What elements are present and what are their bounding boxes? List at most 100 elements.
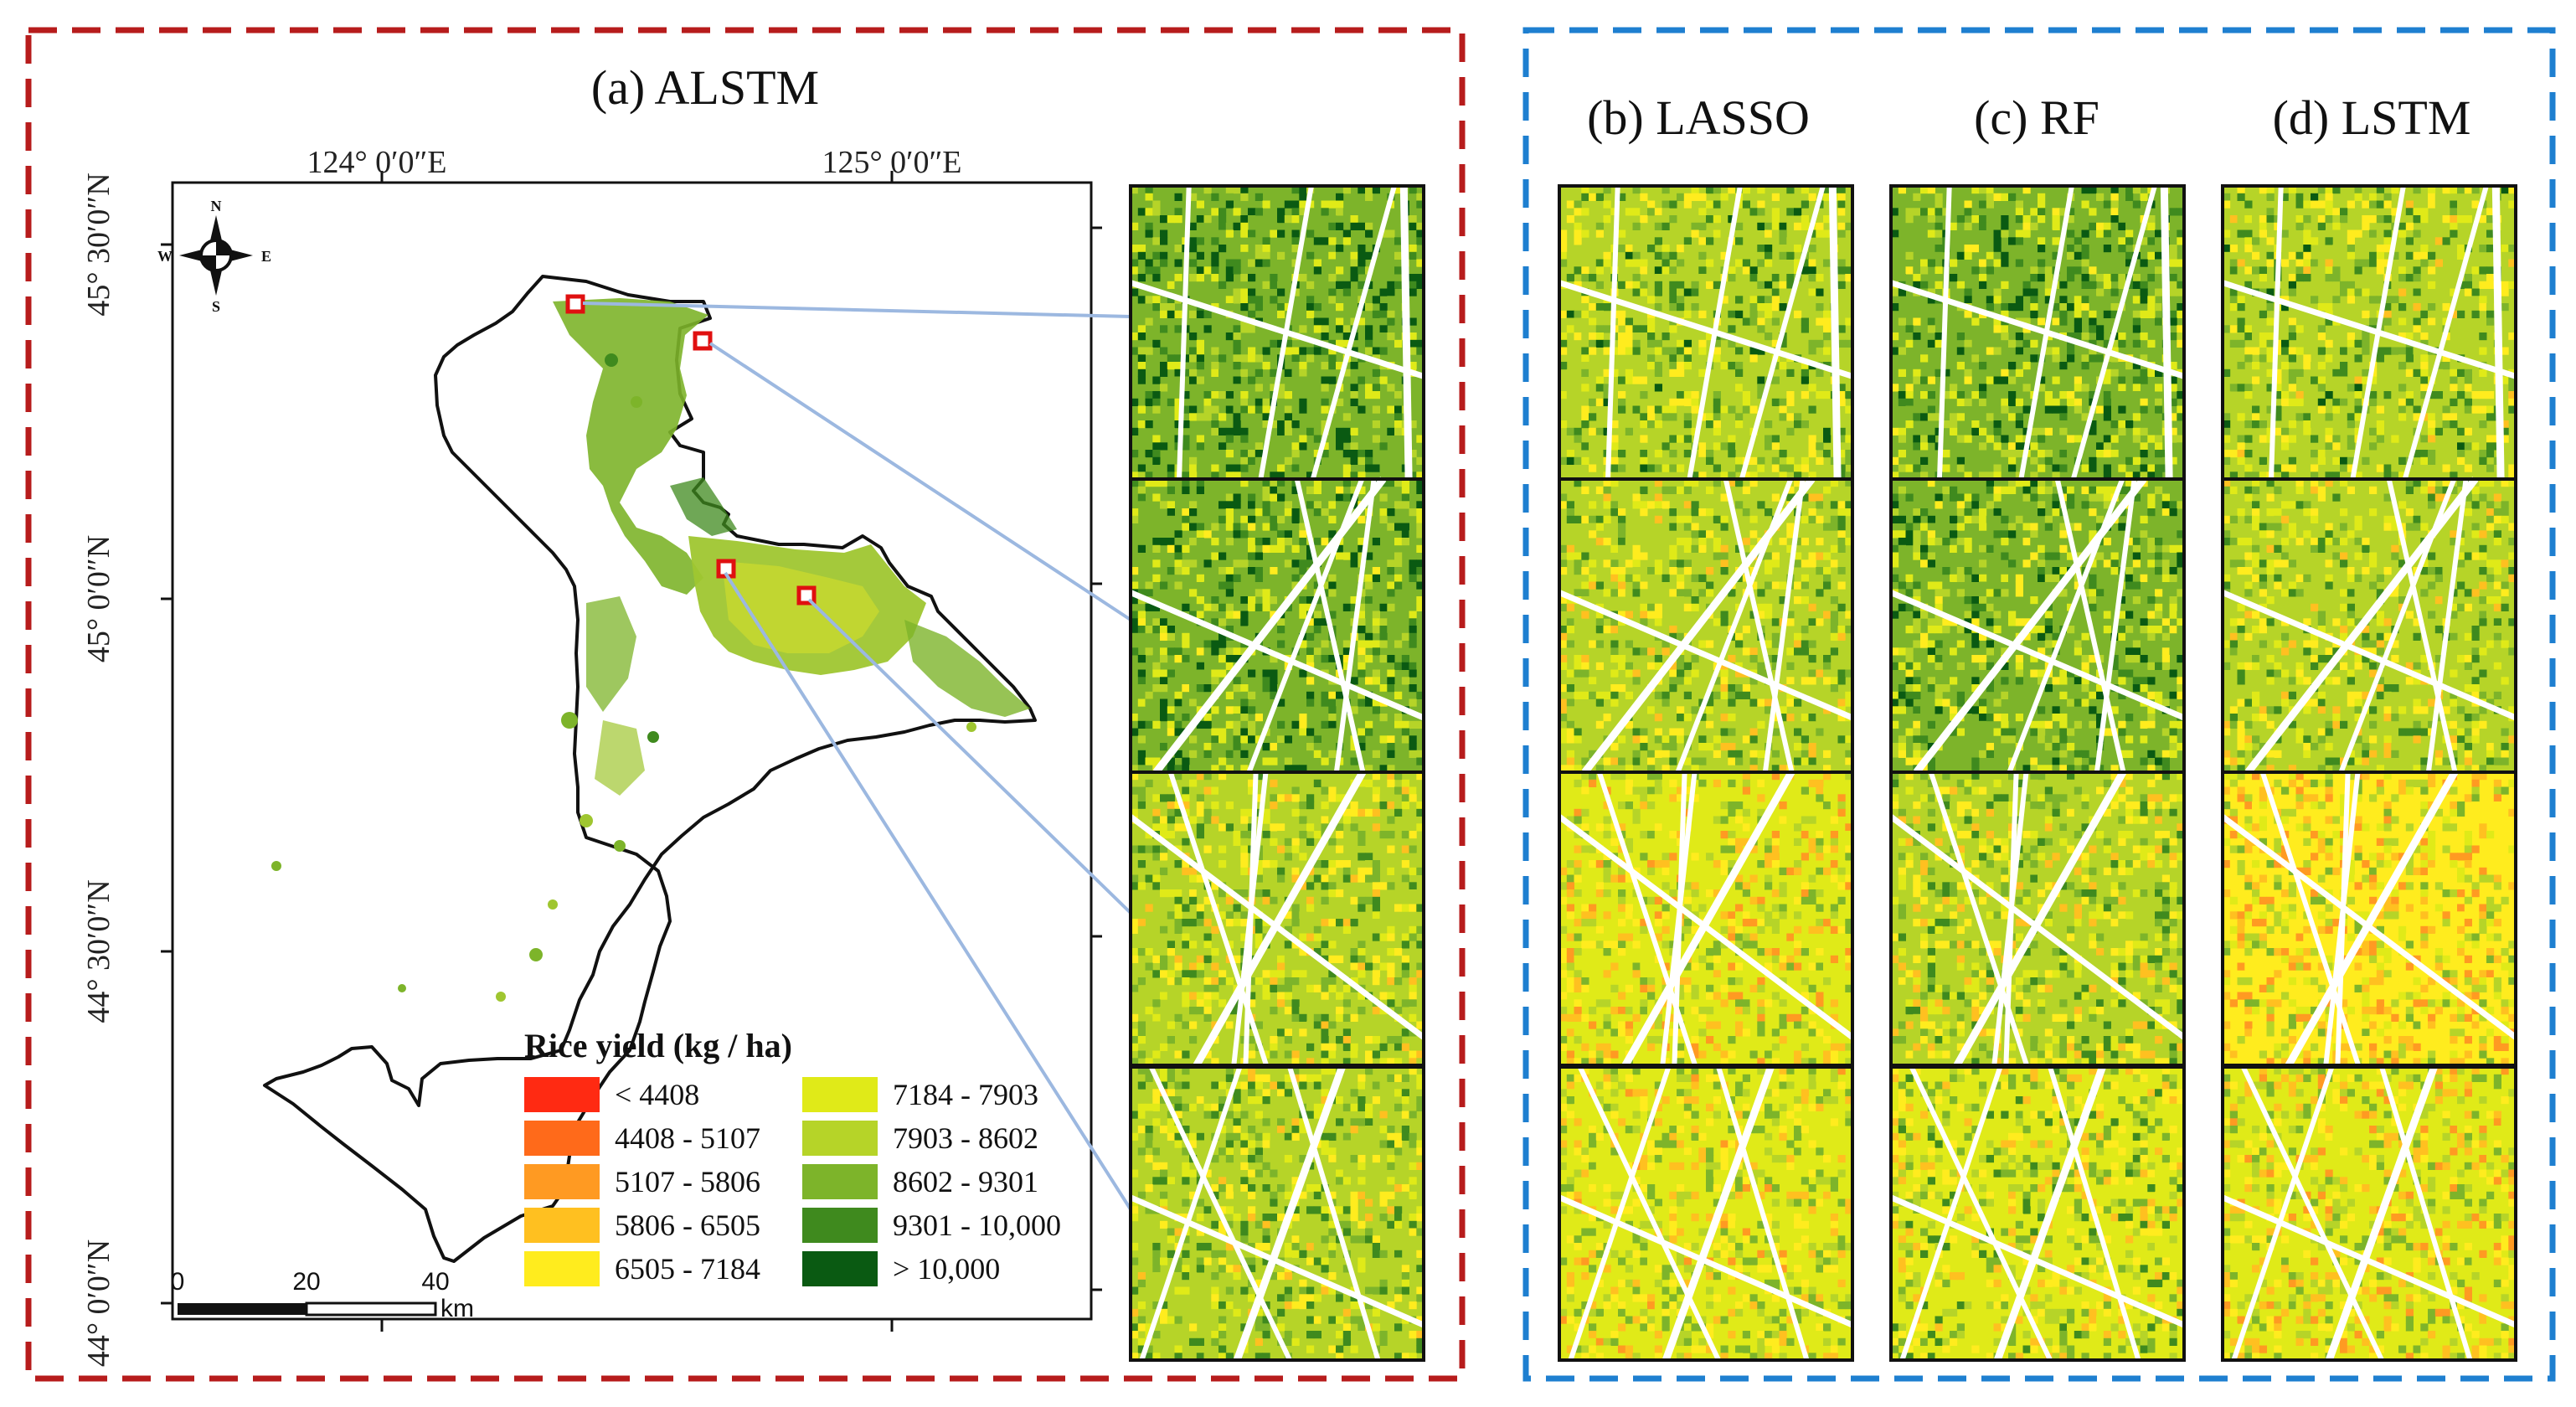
yield-pixel (1182, 714, 1190, 722)
yield-pixel (2074, 486, 2082, 494)
yield-pixel (2405, 325, 2414, 333)
yield-pixel (1801, 317, 1809, 326)
yield-pixel (1189, 259, 1198, 267)
yield-pixel (1262, 281, 1270, 289)
yield-pixel (1647, 603, 1656, 611)
yield-pixel (1270, 743, 1278, 751)
yield-pixel (1669, 325, 1677, 333)
yield-pixel (2038, 626, 2046, 634)
yield-pixel (1240, 391, 1249, 399)
yield-pixel (2125, 259, 2134, 267)
yield-pixel (1837, 698, 1846, 707)
yield-pixel (1152, 714, 1161, 722)
yield-pixel (2274, 413, 2282, 421)
yield-pixel (1801, 581, 1809, 590)
yield-pixel (1379, 288, 1388, 296)
yield-pixel (1240, 479, 1249, 487)
yield-pixel (2229, 339, 2238, 348)
field-road (1762, 478, 1806, 773)
yield-pixel (1277, 538, 1285, 546)
yield-pixel (2486, 435, 2495, 443)
yield-pixel (1891, 229, 1899, 238)
yield-pixel (1640, 735, 1648, 744)
yield-pixel (1566, 310, 1574, 318)
yield-pixel (1566, 750, 1574, 758)
yield-pixel (1409, 574, 1417, 582)
yield-pixel (1837, 677, 1846, 685)
yield-pixel (1640, 288, 1648, 296)
yield-pixel (1677, 303, 1685, 312)
yield-pixel (1706, 450, 1714, 458)
yield-pixel (1145, 698, 1153, 707)
yield-pixel (1779, 251, 1787, 260)
yield-pixel (2237, 229, 2245, 238)
yield-pixel (1566, 515, 1574, 523)
yield-pixel (1713, 332, 1721, 341)
yield-pixel (1669, 735, 1677, 744)
yield-pixel (1845, 743, 1853, 751)
zoom-panel-grid (1128, 184, 2518, 1362)
yield-pixel (1669, 486, 1677, 494)
yield-pixel (1698, 274, 1707, 282)
yield-pixel (1706, 698, 1714, 707)
yield-pixel (1342, 714, 1351, 722)
yield-pixel (1706, 743, 1714, 751)
yield-pixel (1935, 493, 1943, 502)
yield-pixel (1566, 193, 1574, 201)
yield-pixel (1720, 237, 1728, 245)
yield-pixel (2169, 684, 2177, 693)
yield-pixel (1211, 391, 1219, 399)
yield-pixel (2420, 215, 2429, 224)
yield-pixel (2281, 347, 2290, 355)
yield-pixel (1654, 222, 1662, 230)
yield-pixel (2281, 391, 2290, 399)
yield-pixel (1248, 501, 1256, 509)
yield-pixel (1647, 325, 1656, 333)
yield-pixel (1203, 640, 1212, 648)
yield-pixel (1913, 523, 1921, 531)
yield-pixel (1891, 347, 1899, 355)
yield-pixel (1728, 266, 1736, 275)
yield-pixel (2125, 303, 2134, 312)
yield-pixel (1336, 200, 1344, 209)
yield-pixel (1277, 310, 1285, 318)
yield-pixel (2281, 259, 2290, 267)
yield-pixel (1713, 544, 1721, 553)
yield-pixel (2244, 472, 2253, 480)
yield-pixel (1979, 398, 1987, 406)
yield-pixel (1979, 427, 1987, 436)
yield-pixel (2428, 317, 2436, 326)
yield-pixel (2001, 368, 2009, 377)
yield-pixel (2147, 296, 2156, 304)
yield-pixel (2450, 288, 2458, 296)
yield-pixel (2030, 464, 2038, 472)
yield-pixel (1698, 508, 1707, 517)
yield-pixel (2325, 186, 2333, 194)
yield-pixel (2161, 508, 2170, 517)
yield-pixel (2354, 472, 2362, 480)
yield-pixel (1167, 632, 1175, 641)
yield-pixel (1248, 669, 1256, 678)
yield-pixel (1559, 632, 1568, 641)
yield-pixel (1137, 391, 1146, 399)
yield-pixel (1913, 626, 1921, 634)
yield-pixel (1905, 698, 1914, 707)
yield-pixel (2155, 486, 2163, 494)
yield-pixel (1986, 662, 1994, 670)
yield-pixel (1677, 362, 1685, 370)
yield-pixel (2103, 472, 2111, 480)
yield-pixel (1581, 274, 1589, 282)
yield-pixel (2457, 310, 2465, 318)
yield-pixel (2362, 200, 2370, 209)
yield-pixel (1313, 501, 1321, 509)
yield-pixel (1669, 281, 1677, 289)
yield-pixel (2110, 208, 2119, 216)
yield-pixel (1566, 626, 1574, 634)
yield-pixel (1603, 750, 1611, 758)
yield-pixel (2244, 384, 2253, 392)
yield-pixel (2038, 245, 2046, 253)
yield-pixel (2147, 589, 2156, 597)
yield-pixel (1735, 757, 1744, 765)
yield-pixel (1284, 486, 1292, 494)
yield-pixel (2259, 222, 2267, 230)
